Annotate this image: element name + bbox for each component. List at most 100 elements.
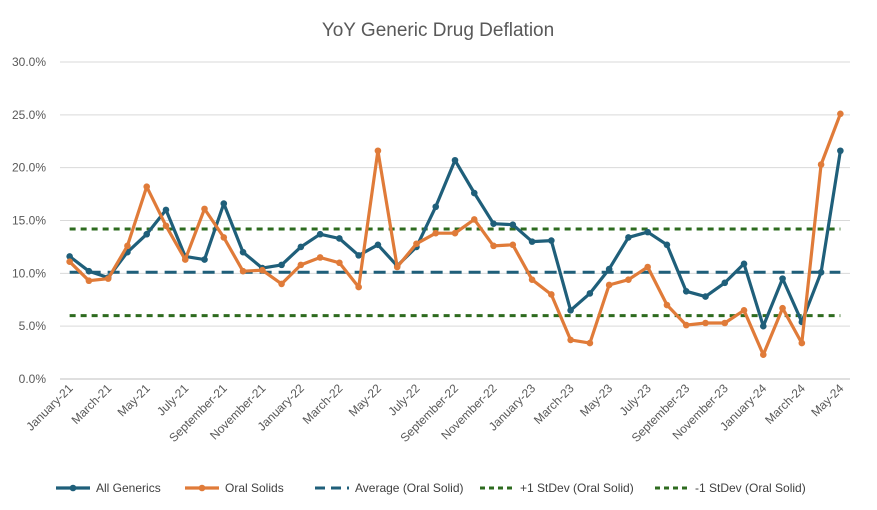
- data-point-all-generics: [143, 230, 151, 238]
- legend-label: Average (Oral Solid): [355, 481, 464, 495]
- x-tick-label: March-21: [69, 381, 115, 427]
- data-point-all-generics: [162, 206, 170, 214]
- legend-label: Oral Solids: [225, 481, 284, 495]
- data-point-all-generics: [817, 268, 825, 276]
- data-point-oral-solids: [104, 275, 112, 282]
- data-point-oral-solids: [548, 291, 555, 298]
- data-point-oral-solids: [605, 281, 613, 289]
- y-tick-label: 10.0%: [12, 266, 46, 280]
- data-point-oral-solids: [817, 161, 825, 168]
- data-point-oral-solids: [490, 242, 497, 250]
- chart-title: YoY Generic Drug Deflation: [322, 20, 554, 41]
- data-point-all-generics: [682, 287, 690, 295]
- data-point-all-generics: [837, 147, 844, 155]
- data-point-all-generics: [316, 230, 324, 238]
- data-point-oral-solids: [393, 263, 401, 271]
- data-point-all-generics: [490, 220, 497, 227]
- data-point-all-generics: [509, 221, 517, 229]
- legend-label: +1 StDev (Oral Solid): [520, 481, 634, 495]
- data-point-oral-solids: [682, 321, 690, 329]
- series-oral-solids: [66, 110, 844, 358]
- data-point-oral-solids: [374, 147, 382, 155]
- data-point-oral-solids: [567, 336, 574, 344]
- data-point-oral-solids: [162, 222, 170, 230]
- data-point-all-generics: [66, 253, 73, 260]
- series-line-all-generics: [67, 149, 843, 328]
- data-point-oral-solids: [451, 229, 459, 237]
- x-tick-label: July-22: [385, 381, 422, 418]
- data-point-all-generics: [586, 290, 594, 297]
- data-point-oral-solids: [644, 263, 651, 271]
- data-point-oral-solids: [201, 205, 208, 213]
- data-point-oral-solids: [528, 276, 536, 283]
- data-point-oral-solids: [759, 351, 767, 358]
- x-tick-label: May-24: [808, 381, 846, 419]
- data-point-all-generics: [721, 279, 729, 287]
- data-point-oral-solids: [779, 304, 786, 312]
- data-point-all-generics: [644, 228, 651, 236]
- data-point-oral-solids: [432, 229, 440, 237]
- y-tick-label: 0.0%: [19, 372, 47, 386]
- data-point-all-generics: [85, 267, 93, 275]
- data-point-oral-solids: [220, 234, 228, 241]
- legend-item-1-stdev-oral-solid: -1 StDev (Oral Solid): [655, 481, 806, 495]
- y-tick-label: 5.0%: [19, 319, 47, 333]
- x-tick-label: May-23: [577, 381, 615, 419]
- data-point-all-generics: [605, 265, 613, 273]
- y-tick-label: 25.0%: [12, 108, 46, 122]
- data-point-oral-solids: [355, 283, 362, 291]
- legend-item-1-stdev-oral-solid: +1 StDev (Oral Solid): [480, 481, 634, 495]
- data-point-oral-solids: [837, 110, 844, 118]
- data-point-oral-solids: [239, 267, 247, 275]
- data-point-all-generics: [432, 203, 440, 211]
- data-point-all-generics: [278, 261, 285, 269]
- legend-marker: [69, 484, 77, 492]
- data-point-all-generics: [374, 241, 382, 249]
- gridlines: [60, 61, 850, 380]
- data-point-oral-solids: [798, 339, 806, 347]
- data-point-oral-solids: [509, 241, 517, 249]
- legend: All Generics Oral Solids Average (Oral Sol…: [56, 481, 806, 495]
- data-point-oral-solids: [85, 277, 93, 285]
- x-tick-label: March-24: [762, 381, 808, 427]
- data-point-all-generics: [239, 248, 247, 256]
- data-point-oral-solids: [297, 261, 305, 269]
- data-point-all-generics: [740, 260, 748, 268]
- data-point-all-generics: [759, 322, 767, 330]
- data-point-oral-solids: [702, 319, 709, 327]
- data-point-oral-solids: [259, 266, 266, 274]
- x-tick-label: July-21: [154, 381, 191, 418]
- data-point-oral-solids: [181, 256, 189, 263]
- data-point-oral-solids: [316, 254, 324, 261]
- data-point-all-generics: [336, 235, 343, 242]
- y-axis-ticks: 0.0% 5.0% 10.0% 15.0% 20.0% 25.0% 30.0%: [12, 55, 46, 386]
- data-point-oral-solids: [336, 259, 343, 267]
- data-point-all-generics: [220, 200, 228, 207]
- data-point-oral-solids: [124, 242, 131, 250]
- data-point-all-generics: [201, 256, 208, 263]
- data-point-all-generics: [297, 243, 305, 251]
- x-tick-label: July-23: [617, 381, 654, 418]
- data-point-oral-solids: [740, 307, 748, 314]
- legend-item-average-oral-solid: Average (Oral Solid): [315, 481, 464, 495]
- legend-item-all-generics: All Generics: [56, 481, 161, 495]
- data-point-oral-solids: [143, 183, 151, 190]
- data-point-all-generics: [663, 241, 671, 249]
- data-point-all-generics: [548, 237, 555, 244]
- x-tick-label: January-21: [23, 381, 76, 434]
- data-point-oral-solids: [66, 258, 73, 266]
- data-point-all-generics: [355, 252, 362, 259]
- data-point-all-generics: [470, 189, 478, 197]
- data-point-oral-solids: [721, 319, 729, 327]
- data-point-oral-solids: [625, 276, 632, 283]
- data-point-all-generics: [567, 307, 574, 314]
- data-point-all-generics: [702, 293, 709, 300]
- data-point-oral-solids: [470, 216, 478, 223]
- data-point-all-generics: [625, 234, 632, 241]
- data-point-all-generics: [451, 156, 459, 164]
- x-tick-label: March-22: [300, 381, 346, 427]
- data-point-all-generics: [779, 275, 786, 282]
